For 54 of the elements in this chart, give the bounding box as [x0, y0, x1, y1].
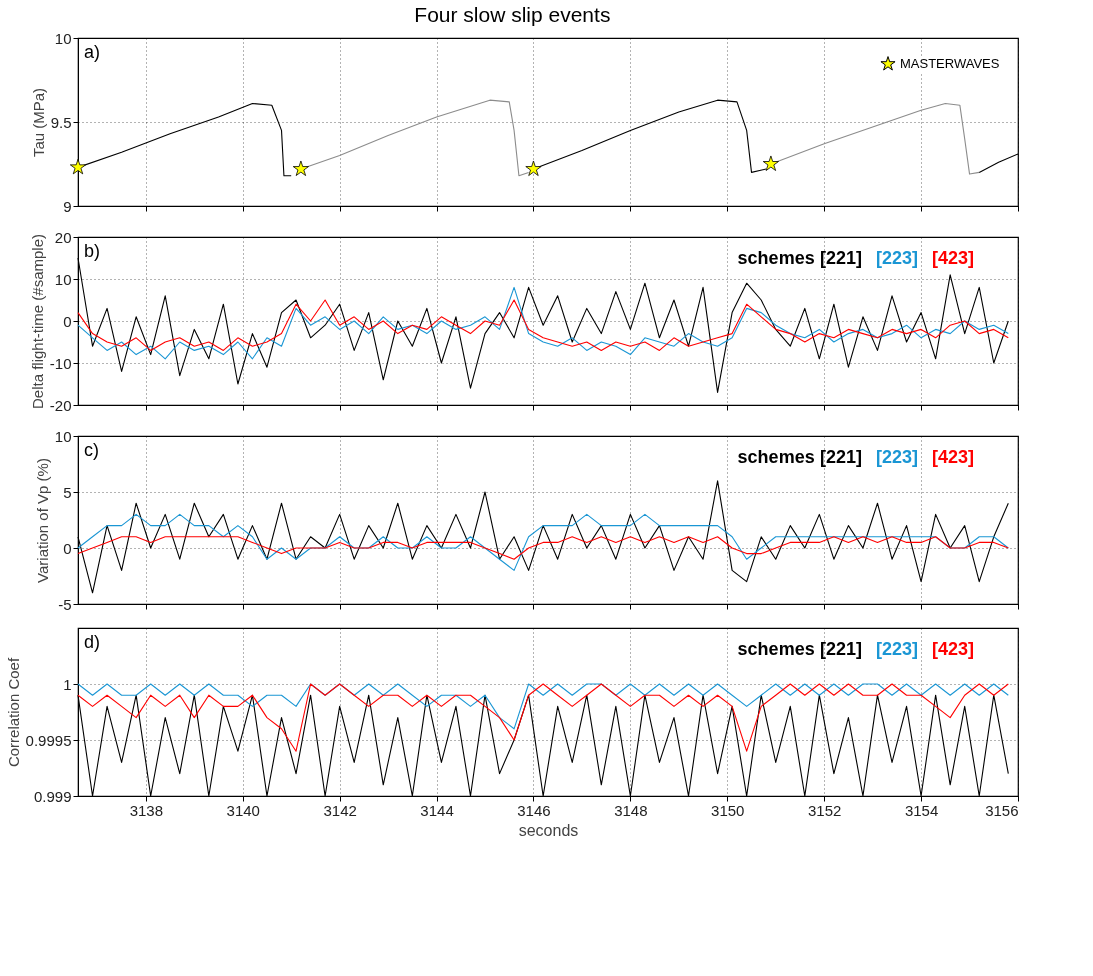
x-tick-label: 3146: [517, 801, 551, 819]
text: [221]: [820, 639, 863, 659]
x-tick-label: 3144: [420, 801, 454, 819]
line-series: [77, 536, 1009, 560]
annotation: a): [84, 42, 101, 62]
x-axis-title: seconds: [518, 821, 579, 839]
text: [223]: [876, 248, 919, 268]
annotation: c): [84, 440, 99, 460]
y-tick-label: 1: [63, 675, 72, 693]
y-tick-label: 5: [63, 483, 72, 501]
x-tick-label: 3140: [226, 801, 260, 819]
line-series: [77, 683, 1009, 752]
y-tick-label: 9.5: [50, 113, 72, 131]
x-tick-label: 3156: [985, 801, 1019, 819]
y-tick-label: 10: [54, 29, 72, 47]
y-tick-label: 10: [54, 427, 72, 445]
x-tick-label: 3148: [614, 801, 648, 819]
y-tick-label: 9: [63, 197, 72, 215]
y-axis-title: Correlation Coef: [4, 657, 22, 768]
y-tick-label: 10: [54, 270, 72, 288]
x-tick-label: 3142: [323, 801, 357, 819]
line-series: [77, 683, 1009, 730]
legend-label: MASTERWAVES: [900, 56, 1000, 71]
y-tick-label: 0.999: [33, 787, 72, 805]
series-label: [423]: [932, 639, 975, 659]
y-axis-title: Delta flight-time (#sample): [28, 233, 46, 410]
y-tick-label: 0.9995: [25, 731, 72, 749]
text: [221]: [820, 248, 863, 268]
text: [221]: [820, 447, 863, 467]
series-label: [223]: [876, 639, 919, 659]
x-tick-label: 3138: [129, 801, 164, 819]
y-tick-label: 0: [63, 539, 72, 557]
y-tick-label: -5: [58, 595, 72, 613]
annotation: b): [84, 241, 101, 261]
legend-title: schemes: [737, 248, 815, 268]
y-axis-title: Variation of Vp (%): [33, 458, 51, 583]
x-tick-label: 3150: [711, 801, 745, 819]
line-series: [77, 299, 1009, 351]
y-tick-label: 20: [54, 228, 72, 246]
legend-title: schemes: [737, 639, 815, 659]
x-tick-label: 3152: [808, 801, 842, 819]
y-tick-label: -10: [49, 354, 72, 372]
line-series: [77, 286, 1009, 360]
text: [223]: [876, 447, 919, 467]
y-tick-label: 0: [63, 312, 72, 330]
x-tick-label: 3154: [904, 801, 939, 819]
text: [423]: [932, 447, 975, 467]
y-tick-label: -20: [49, 396, 72, 414]
legend-title: schemes: [737, 447, 815, 467]
text: [423]: [932, 248, 975, 268]
line-series: [77, 513, 1009, 571]
y-axis-title: Tau (MPa): [29, 87, 47, 158]
annotation: d): [84, 632, 101, 652]
chart-title: Four slow slip events: [414, 3, 611, 27]
